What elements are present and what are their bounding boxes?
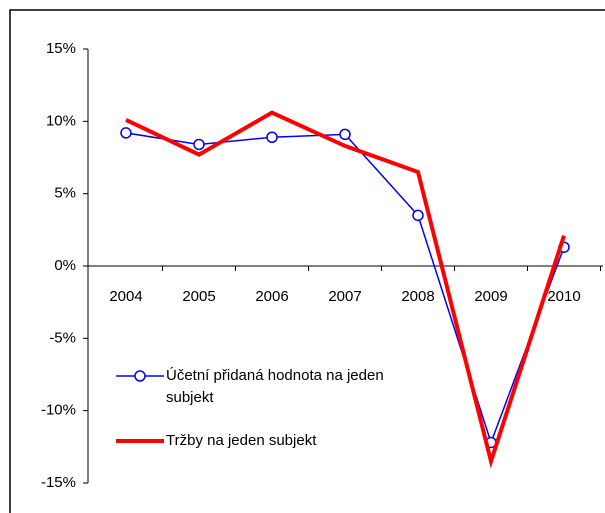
x-tick-label: 2006 [255, 288, 288, 305]
point [120, 127, 132, 139]
y-tick-label: 0% [54, 257, 76, 274]
legend-label: Účetní přidaná hodnota na jeden subjekt [166, 367, 384, 406]
chart-border [9, 9, 605, 513]
point [193, 138, 205, 151]
series-line [125, 110, 566, 469]
y-tick-label: 15% [46, 40, 76, 57]
y-tick-label: -10% [41, 402, 76, 419]
y-tick-label: 10% [46, 112, 76, 129]
x-tick-label: 2009 [474, 288, 507, 305]
y-tick-label: 5% [54, 185, 76, 202]
point [266, 131, 278, 143]
x-tick-label: 2008 [401, 288, 434, 305]
y-tick-label: -5% [49, 329, 76, 346]
y-tick-label: -15% [41, 474, 76, 491]
x-tick-label: 2010 [547, 288, 580, 305]
x-tick-label: 2005 [182, 288, 215, 305]
legend-label: Tržby na jeden subjekt [166, 432, 317, 449]
x-tick-label: 2007 [328, 288, 361, 305]
point [339, 128, 351, 141]
x-tick-label: 2004 [109, 288, 142, 305]
legend-marker [134, 370, 146, 382]
point [412, 209, 424, 222]
